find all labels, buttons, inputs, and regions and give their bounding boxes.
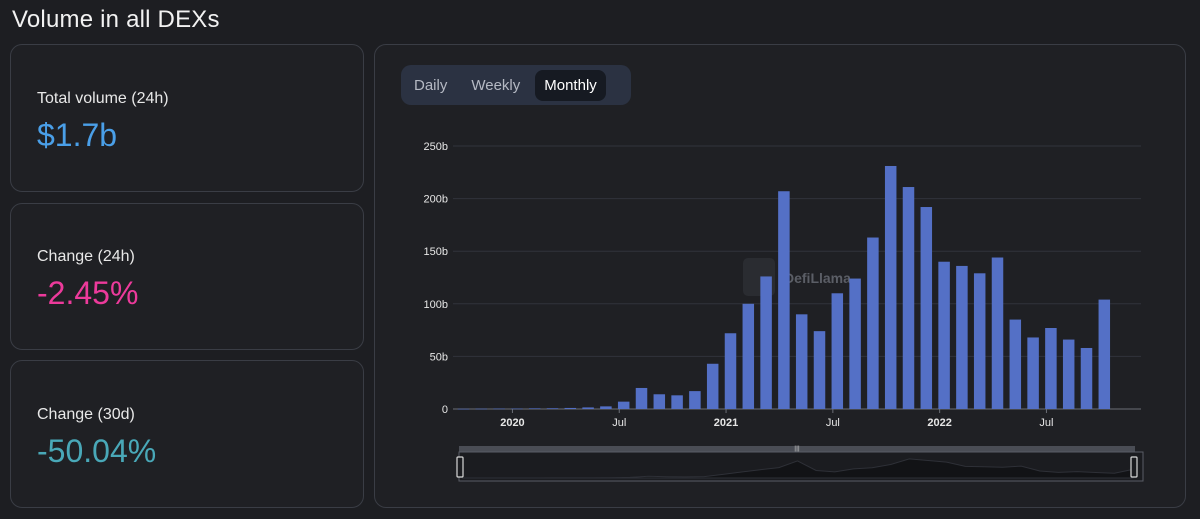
change-24h-value: -2.45%: [37, 275, 139, 311]
period-tabs: Daily Weekly Monthly: [401, 65, 631, 105]
tab-monthly[interactable]: Monthly: [535, 69, 606, 101]
total-volume-value: $1.7b: [37, 117, 118, 153]
change-24h-card: Change (24h) -2.45%: [10, 203, 364, 350]
total-volume-label: Total volume (24h): [37, 90, 169, 107]
tab-daily[interactable]: Daily: [414, 76, 448, 94]
page-title: Volume in all DEXs: [12, 6, 220, 33]
change-30d-card: Change (30d) -50.04%: [10, 360, 364, 508]
change-24h-label: Change (24h): [37, 248, 135, 265]
volume-chart-card: Daily Weekly Monthly: [374, 44, 1186, 508]
total-volume-card: Total volume (24h) $1.7b: [10, 44, 364, 192]
tab-weekly[interactable]: Weekly: [471, 76, 521, 94]
change-30d-label: Change (30d): [37, 406, 135, 423]
change-30d-value: -50.04%: [37, 433, 157, 469]
